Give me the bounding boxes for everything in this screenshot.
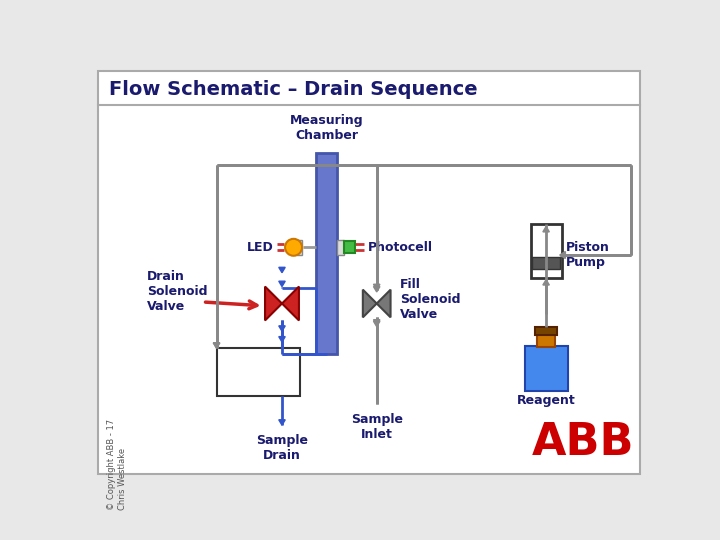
Bar bbox=[525, 346, 567, 390]
Text: Reagent: Reagent bbox=[517, 394, 575, 407]
Polygon shape bbox=[279, 326, 285, 331]
Text: Photocell: Photocell bbox=[368, 241, 433, 254]
Polygon shape bbox=[543, 280, 549, 285]
Text: Sample
Inlet: Sample Inlet bbox=[351, 413, 402, 441]
Bar bbox=[537, 334, 555, 347]
Text: Measuring
Chamber: Measuring Chamber bbox=[290, 114, 364, 142]
Bar bbox=[338, 240, 343, 255]
Bar bbox=[343, 241, 355, 253]
Polygon shape bbox=[377, 289, 390, 318]
Polygon shape bbox=[374, 320, 380, 325]
Polygon shape bbox=[279, 281, 285, 287]
Polygon shape bbox=[374, 284, 380, 289]
Text: ABB: ABB bbox=[532, 421, 634, 464]
Text: Fill
Solenoid
Valve: Fill Solenoid Valve bbox=[400, 278, 460, 321]
Text: LED: LED bbox=[247, 241, 274, 254]
Polygon shape bbox=[279, 267, 285, 273]
Polygon shape bbox=[279, 420, 285, 425]
Bar bbox=[532, 256, 560, 269]
Polygon shape bbox=[213, 343, 220, 348]
Polygon shape bbox=[560, 252, 565, 258]
Bar bbox=[535, 327, 557, 335]
Polygon shape bbox=[213, 343, 220, 348]
Bar bbox=[217, 348, 300, 396]
Bar bbox=[316, 153, 338, 354]
Text: © Copyright ABB - 17
Chris Westlake: © Copyright ABB - 17 Chris Westlake bbox=[107, 419, 127, 510]
Circle shape bbox=[285, 239, 302, 256]
Polygon shape bbox=[374, 287, 380, 292]
Text: Sample
Drain: Sample Drain bbox=[256, 434, 308, 462]
Polygon shape bbox=[265, 287, 282, 320]
Polygon shape bbox=[543, 226, 549, 232]
Bar bbox=[296, 240, 302, 255]
Text: Piston
Pump: Piston Pump bbox=[566, 241, 610, 269]
Text: Flow Schematic – Drain Sequence: Flow Schematic – Drain Sequence bbox=[109, 80, 477, 99]
Polygon shape bbox=[282, 287, 299, 320]
Polygon shape bbox=[279, 336, 285, 342]
Polygon shape bbox=[363, 289, 377, 318]
Polygon shape bbox=[374, 321, 380, 327]
Polygon shape bbox=[560, 252, 565, 258]
Bar bbox=[531, 224, 562, 278]
Text: Drain
Solenoid
Valve: Drain Solenoid Valve bbox=[148, 271, 208, 313]
